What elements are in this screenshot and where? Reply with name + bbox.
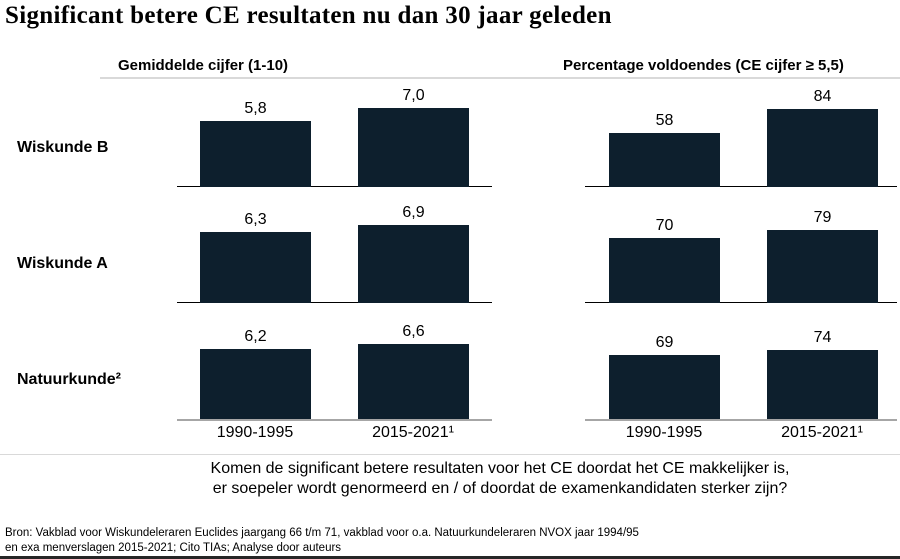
x-axis-line <box>585 186 897 187</box>
bar <box>200 121 311 187</box>
bar <box>767 230 878 303</box>
bar-value-label: 7,0 <box>402 87 425 104</box>
header-underline <box>100 77 900 79</box>
bar <box>200 232 311 303</box>
bottom-border-line <box>0 556 900 559</box>
bar <box>358 344 469 419</box>
bar <box>200 349 311 419</box>
row-label-wiskunde-b: Wiskunde B <box>17 139 109 156</box>
source-line-1: Bron: Vakblad voor Wiskundeleraren Eucli… <box>5 527 639 539</box>
x-axis-line <box>585 419 897 421</box>
x-axis-label-2015-2021: 2015-2021¹ <box>781 424 863 441</box>
x-axis-line <box>177 186 492 187</box>
bar-group: 6,9 <box>358 158 469 303</box>
bar-group: 5,8 <box>200 42 311 187</box>
question-text: Komen de significant betere resultaten v… <box>100 459 900 499</box>
bar-value-label: 69 <box>655 334 674 351</box>
question-line-1: Komen de significant betere resultaten v… <box>210 460 790 477</box>
source-line-2: en exa menverslagen 2015-2021; Cito TIAs… <box>5 541 342 554</box>
question-divider-line <box>0 454 900 455</box>
x-axis-line <box>585 302 897 303</box>
bar <box>767 109 878 187</box>
bar-group: 6,6 <box>358 274 469 419</box>
bar <box>358 225 469 303</box>
bar-value-label: 79 <box>813 209 832 226</box>
bar <box>609 238 720 303</box>
x-axis-line <box>177 302 492 303</box>
bar-group: 69 <box>609 274 720 419</box>
bar-value-label: 6,3 <box>244 211 267 228</box>
bar-value-label: 84 <box>813 88 832 105</box>
x-axis-label-1990-1995: 1990-1995 <box>216 424 294 441</box>
bar-group: 58 <box>609 42 720 187</box>
source-note: Bron: Vakblad voor Wiskundeleraren Eucli… <box>5 526 639 555</box>
bar-value-label: 70 <box>655 217 674 234</box>
bar-value-label: 6,6 <box>402 323 425 340</box>
bar-group: 74 <box>767 274 878 419</box>
bar-value-label: 6,9 <box>402 204 425 221</box>
x-axis-line <box>177 419 492 421</box>
x-axis-label-1990-1995: 1990-1995 <box>625 424 703 441</box>
bar <box>767 350 878 419</box>
bar-group: 6,2 <box>200 274 311 419</box>
bar <box>609 133 720 187</box>
row-label-wiskunde-a: Wiskunde A <box>17 255 108 272</box>
bar-group: 84 <box>767 42 878 187</box>
bar <box>609 355 720 419</box>
question-line-2: er soepeler wordt genormeerd en / of doo… <box>212 480 788 497</box>
row-label-natuurkunde: Natuurkunde² <box>17 371 121 388</box>
chart-title-average-grade: Gemiddelde cijfer (1-10) <box>118 57 289 74</box>
bar-value-label: 5,8 <box>244 100 267 117</box>
bar-group: 7,0 <box>358 42 469 187</box>
bar-group: 79 <box>767 158 878 303</box>
bar-value-label: 74 <box>813 329 832 346</box>
bar-group: 70 <box>609 158 720 303</box>
chart-title-pass-percentage: Percentage voldoendes (CE cijfer ≥ 5,5) <box>563 57 844 74</box>
bar-value-label: 58 <box>655 112 674 129</box>
page-title: Significant betere CE resultaten nu dan … <box>5 2 612 29</box>
bar <box>358 108 469 187</box>
bar-value-label: 6,2 <box>244 328 267 345</box>
x-axis-label-2015-2021: 2015-2021¹ <box>372 424 454 441</box>
bar-group: 6,3 <box>200 158 311 303</box>
